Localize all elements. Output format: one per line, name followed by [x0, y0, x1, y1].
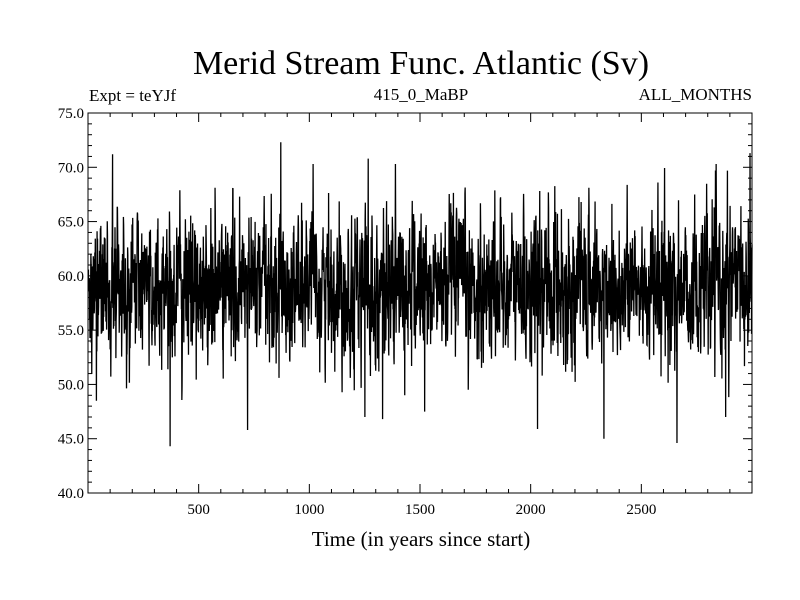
- subtitle-left: Expt = teYJf: [89, 86, 176, 105]
- subtitle-center: 415_0_MaBP: [374, 85, 468, 104]
- chart-title: Merid Stream Func. Atlantic (Sv): [193, 45, 649, 82]
- y-tick-label: 70.0: [58, 160, 84, 176]
- y-tick-label: 55.0: [58, 323, 84, 339]
- series-group: [87, 142, 753, 447]
- x-tick-label: 2500: [626, 502, 656, 518]
- y-tick-label: 50.0: [58, 377, 84, 393]
- x-tick-label: 500: [187, 502, 210, 518]
- series-line: [87, 142, 753, 447]
- y-tick-label: 40.0: [58, 486, 84, 502]
- x-axis-label: Time (in years since start): [312, 527, 531, 551]
- x-tick-label: 2000: [516, 502, 546, 518]
- y-tick-label: 75.0: [58, 106, 84, 122]
- y-tick-label: 60.0: [58, 269, 84, 285]
- axis-tick-labels: 40.0 45.0 50.0 55.0 60.0 65.0 70.0 75.0 500 1000 1…: [58, 106, 657, 518]
- x-tick-label: 1000: [294, 502, 324, 518]
- plot-frame: [87, 112, 753, 494]
- y-tick-label: 45.0: [58, 432, 84, 448]
- x-tick-label: 1500: [405, 502, 435, 518]
- subtitle-right: ALL_MONTHS: [639, 85, 752, 104]
- y-tick-label: 65.0: [58, 215, 84, 231]
